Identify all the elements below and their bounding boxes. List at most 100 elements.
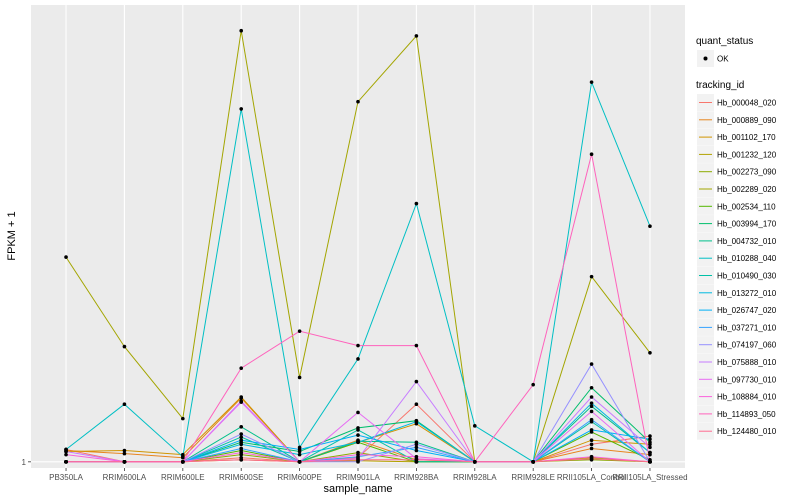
x-tick-label: RRIM928LE	[511, 473, 555, 482]
data-point-Hb_002289_020	[64, 255, 68, 259]
data-point-Hb_003994_170	[589, 385, 594, 390]
data-point-Hb_124480_010	[297, 460, 302, 464]
data-point-Hb_037271_010	[414, 445, 419, 450]
data-point-Hb_000048_020	[648, 434, 652, 438]
legend-label: Hb_037271_010	[717, 323, 777, 332]
data-point-Hb_075888_010	[589, 395, 594, 399]
data-point-Hb_108884_010	[64, 452, 68, 457]
x-tick-label: RRIM928LA	[453, 473, 497, 482]
data-point-Hb_002289_020	[589, 274, 594, 279]
legend: quant_status OK tracking_id Hb_000048_02…	[696, 36, 777, 440]
series-points	[64, 28, 652, 464]
y-axis-title: FPKM + 1	[6, 211, 18, 260]
legend-label: Hb_010490_030	[717, 272, 777, 281]
data-point-Hb_013272_010	[356, 440, 360, 445]
data-point-Hb_010288_040	[239, 107, 244, 111]
x-tick-label: RRIM928BA	[394, 473, 439, 482]
legend-label: Hb_010288_040	[717, 254, 777, 263]
data-point-Hb_075888_010	[414, 379, 419, 384]
data-point-Hb_124480_010	[356, 457, 360, 462]
legend-label: Hb_075888_010	[717, 358, 777, 367]
data-point-Hb_002289_020	[122, 344, 127, 349]
data-point-Hb_097730_010	[356, 410, 360, 415]
legend-label: Hb_001232_120	[717, 150, 777, 159]
legend-label: Hb_000889_090	[717, 116, 777, 125]
data-point-Hb_037271_010	[589, 417, 594, 422]
x-tick-label: RRII105LA_Control	[557, 473, 627, 482]
legend-label: Hb_000048_020	[717, 99, 777, 108]
data-point-Hb_124480_010	[472, 460, 477, 464]
data-point-Hb_075888_010	[64, 449, 68, 454]
data-point-Hb_004732_010	[239, 425, 244, 429]
data-point-Hb_003994_170	[648, 440, 652, 445]
legend-label: Hb_097730_010	[717, 375, 777, 384]
data-point-Hb_002289_020	[356, 99, 360, 104]
legend-point-ok	[703, 56, 708, 61]
data-point-Hb_010288_040	[122, 402, 127, 407]
data-point-Hb_026747_020	[648, 437, 652, 441]
data-point-Hb_124480_010	[531, 460, 535, 464]
data-point-Hb_013272_010	[297, 452, 302, 457]
data-point-Hb_108884_010	[239, 450, 244, 455]
data-point-Hb_074197_060	[589, 362, 594, 366]
data-point-Hb_002289_020	[414, 34, 419, 38]
legend-label: Hb_003994_170	[717, 220, 777, 229]
data-point-Hb_013272_010	[414, 419, 419, 424]
legend-label: Hb_124480_010	[717, 427, 777, 436]
legend-label: Hb_002273_090	[717, 168, 777, 177]
x-axis-ticks: PB350LA RRIM600LA RRIM600LE RRIM600SE RRIM60…	[49, 468, 688, 482]
data-point-Hb_124480_010	[589, 456, 594, 461]
legend-label: Hb_002289_020	[717, 185, 777, 194]
x-axis-title: sample_name	[323, 483, 392, 495]
data-point-Hb_124480_010	[648, 460, 652, 464]
data-point-Hb_010490_030	[239, 435, 244, 439]
data-point-Hb_097730_010	[589, 409, 594, 414]
data-point-Hb_013272_010	[648, 450, 652, 455]
legend-items: Hb_000048_020 Hb_000889_090 Hb_001102_170 H…	[697, 94, 777, 440]
data-point-Hb_114893_050	[356, 343, 360, 348]
data-point-Hb_010288_040	[472, 424, 477, 428]
legend-label: Hb_026747_020	[717, 306, 777, 315]
legend-label: Hb_004732_010	[717, 237, 777, 246]
data-point-Hb_000048_020	[589, 442, 594, 447]
data-point-Hb_114893_050	[239, 366, 244, 370]
legend-label: Hb_001102_170	[717, 133, 776, 142]
data-point-Hb_010288_040	[589, 80, 594, 84]
data-point-Hb_026747_020	[297, 447, 302, 452]
data-point-Hb_114893_050	[414, 343, 419, 348]
data-point-Hb_000048_020	[414, 402, 419, 407]
data-point-Hb_114893_050	[531, 382, 535, 387]
data-point-Hb_010490_030	[356, 428, 360, 432]
x-tick-label: PB350LA	[49, 473, 83, 482]
data-point-Hb_013272_010	[589, 401, 594, 405]
data-point-Hb_002289_020	[648, 350, 652, 355]
data-point-Hb_010288_040	[648, 224, 652, 229]
data-point-Hb_002289_020	[239, 28, 244, 33]
y-tick-label: 1	[22, 458, 27, 467]
data-point-Hb_026747_020	[414, 448, 419, 453]
data-point-Hb_010288_040	[181, 454, 185, 459]
x-tick-label: RRIM600PE	[277, 473, 321, 482]
data-point-Hb_002289_020	[181, 416, 185, 421]
data-point-Hb_010288_040	[414, 201, 419, 206]
grid-lines	[31, 5, 685, 468]
data-point-Hb_000889_090	[589, 446, 594, 451]
legend-label: Hb_108884_010	[717, 393, 777, 402]
legend-label: Hb_013272_010	[717, 289, 777, 298]
x-tick-label: RRIM901LA	[336, 473, 380, 482]
x-tick-label: RRIM600LE	[161, 473, 205, 482]
data-point-Hb_114893_050	[589, 152, 594, 156]
data-point-Hb_026747_020	[239, 438, 244, 443]
y-axis-ticks: 1	[22, 458, 31, 467]
legend-title-quant-status: quant_status	[696, 36, 753, 47]
data-point-Hb_010288_040	[356, 357, 360, 361]
data-point-Hb_124480_010	[239, 457, 244, 462]
legend-label: Hb_002534_110	[717, 202, 776, 211]
data-point-Hb_074197_060	[239, 432, 244, 436]
data-point-Hb_074197_060	[414, 442, 419, 447]
data-point-Hb_124480_010	[64, 460, 68, 464]
data-point-Hb_001102_170	[589, 438, 594, 443]
data-point-Hb_108884_010	[356, 452, 360, 457]
data-point-Hb_001102_170	[239, 395, 244, 399]
